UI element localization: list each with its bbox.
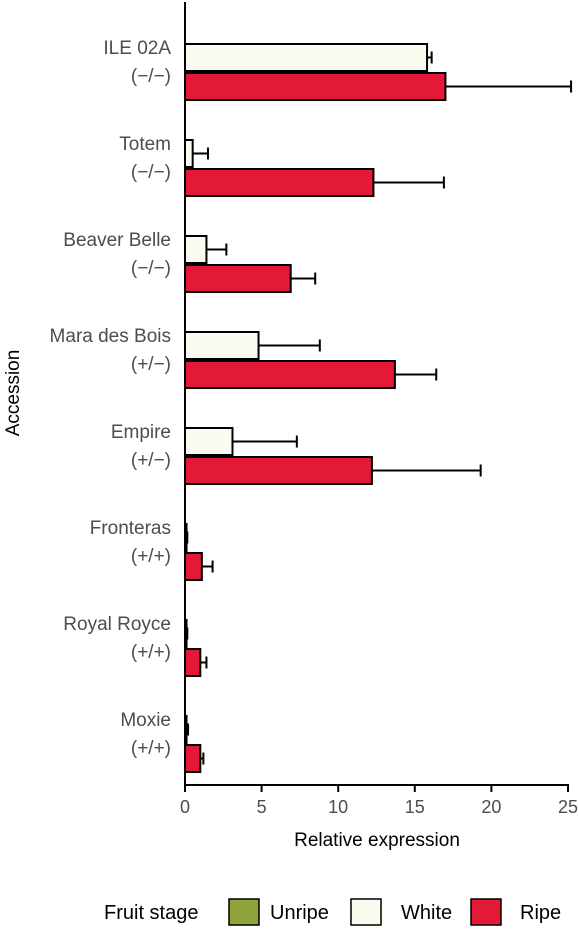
category-label: Royal Royce [63,614,171,635]
bar-white [184,43,429,72]
bar-white [184,331,260,360]
category-genotype: (+/−) [131,450,171,471]
legend-title: Fruit stage [104,902,198,924]
bar-ripe [184,456,373,485]
bar-white [184,427,234,456]
category-genotype: (−/−) [131,66,171,87]
x-tick-label: 15 [405,797,425,817]
x-tick-label: 20 [481,797,501,817]
x-tick-label: 5 [257,797,267,817]
x-tick-label: 0 [180,797,190,817]
bars [184,43,573,773]
category-label: Totem [119,134,171,155]
legend-label-unripe: Unripe [270,902,329,924]
bar-ripe [184,264,292,293]
legend-swatch-white [350,898,382,926]
x-axis-title: Relative expression [294,830,460,851]
y-axis-title: Accession [3,350,24,437]
bar-ripe [184,744,202,773]
bar-ripe [184,360,396,389]
bar-ripe [184,72,447,101]
x-tick-label: 10 [328,797,348,817]
category-label: Beaver Belle [63,230,171,251]
category-genotype: (−/−) [131,258,171,279]
category-label: Empire [111,422,171,443]
category-genotype: (+/−) [131,354,171,375]
legend: Fruit stage Unripe White Ripe [104,898,561,926]
x-tick-label: 25 [558,797,578,817]
category-genotype: (+/+) [131,738,171,759]
category-genotype: (−/−) [131,162,171,183]
category-label: ILE 02A [103,38,171,59]
category-label: Moxie [120,710,171,731]
legend-swatch-unripe [228,898,260,926]
category-labels: ILE 02A (−/−) Totem (−/−) Beaver Belle (−/−) M… [50,38,172,759]
x-ticks: 0 5 10 15 20 25 [180,785,578,817]
axes [184,2,569,786]
legend-label-ripe: Ripe [520,902,561,924]
bar-ripe [184,552,203,581]
bar-white [184,235,208,264]
category-label: Mara des Bois [50,326,171,347]
category-genotype: (+/+) [131,546,171,567]
bar-ripe [184,168,375,197]
bar-ripe [184,648,202,677]
category-label: Fronteras [90,518,171,539]
legend-swatch-ripe [470,898,502,926]
bar-white [184,139,194,168]
legend-label-white: White [401,902,452,924]
category-genotype: (+/+) [131,642,171,663]
